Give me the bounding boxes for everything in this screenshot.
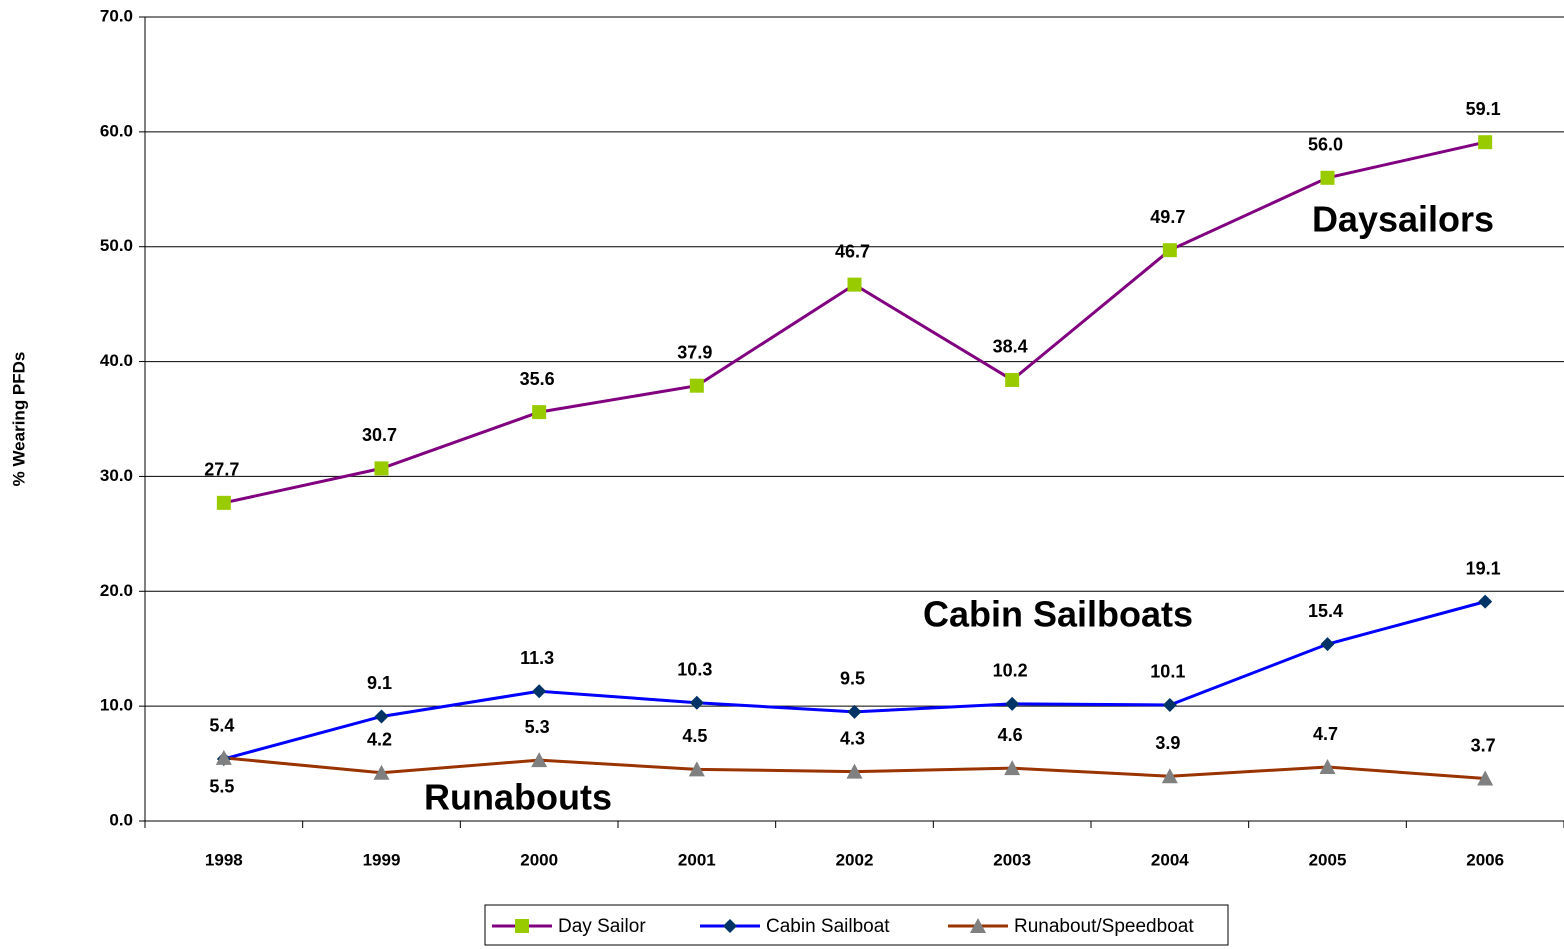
- marker: [688, 761, 705, 777]
- x-tick-label: 2003: [993, 850, 1031, 869]
- marker: [532, 405, 547, 420]
- data-label: 59.1: [1466, 99, 1501, 119]
- data-label: 27.7: [204, 460, 239, 480]
- y-tick-label: 60.0: [100, 121, 133, 140]
- data-label: 10.3: [677, 659, 712, 679]
- data-label: 19.1: [1466, 558, 1501, 578]
- legend-label: Day Sailor: [558, 916, 646, 937]
- data-label: 49.7: [1150, 207, 1185, 227]
- legend-marker: [515, 919, 529, 933]
- y-tick-label: 70.0: [100, 6, 133, 25]
- annotation: Runabouts: [424, 777, 612, 818]
- marker: [689, 378, 704, 393]
- data-label: 3.9: [1155, 733, 1180, 753]
- data-label: 38.4: [993, 337, 1028, 357]
- legend-marker: [723, 919, 737, 933]
- marker: [1477, 770, 1494, 786]
- marker: [689, 695, 704, 710]
- data-label: 9.5: [840, 669, 865, 689]
- marker: [1005, 372, 1020, 387]
- legend-marker: [970, 918, 986, 933]
- marker: [215, 749, 232, 765]
- marker: [1320, 170, 1335, 185]
- data-label: 3.7: [1471, 735, 1496, 755]
- y-tick-label: 20.0: [100, 581, 133, 600]
- data-label: 4.6: [998, 725, 1023, 745]
- data-label: 10.1: [1150, 662, 1185, 682]
- marker: [532, 684, 547, 699]
- x-tick-label: 2006: [1466, 850, 1504, 869]
- data-label: 56.0: [1308, 135, 1343, 155]
- legend: Day Sailor Cabin Sailboat Runabout/Speedbo…: [484, 904, 1229, 946]
- legend-box: [484, 904, 1229, 946]
- legend-label: Runabout/Speedboat: [1014, 916, 1194, 937]
- marker: [1161, 768, 1178, 784]
- data-label: 9.1: [367, 673, 392, 693]
- y-tick-label: 0.0: [109, 810, 133, 829]
- data-label: 46.7: [835, 241, 870, 261]
- marker: [1478, 594, 1493, 609]
- x-tick-label: 1998: [205, 850, 243, 869]
- data-label: 30.7: [362, 425, 397, 445]
- data-label: 15.4: [1308, 601, 1343, 621]
- marker: [846, 763, 863, 779]
- data-label: 4.3: [840, 728, 865, 748]
- data-label: 5.4: [209, 716, 234, 736]
- marker: [1005, 696, 1020, 711]
- legend-label: Cabin Sailboat: [766, 916, 890, 937]
- marker: [373, 764, 390, 780]
- marker: [216, 495, 231, 510]
- marker: [374, 709, 389, 724]
- data-label: 5.3: [525, 717, 550, 737]
- data-label: 4.7: [1313, 724, 1338, 744]
- marker: [1478, 135, 1493, 150]
- x-tick-label: 2004: [1151, 850, 1189, 869]
- series-line: [223, 140, 1486, 505]
- marker: [1162, 697, 1177, 712]
- data-label: 11.3: [520, 648, 554, 668]
- marker: [847, 277, 862, 292]
- data-label: 10.2: [993, 661, 1028, 681]
- data-label: 37.9: [677, 342, 712, 362]
- annotation: Cabin Sailboats: [923, 594, 1193, 635]
- marker: [1004, 760, 1021, 776]
- x-tick-label: 2000: [520, 850, 558, 869]
- y-axis-label: % Wearing PFDs: [9, 352, 28, 487]
- data-label: 5.5: [209, 777, 234, 797]
- y-tick-label: 40.0: [100, 351, 133, 370]
- data-label: 4.2: [367, 730, 392, 750]
- x-tick-label: 2005: [1309, 850, 1347, 869]
- y-tick-label: 50.0: [100, 236, 133, 255]
- x-tick-label: 2001: [678, 850, 716, 869]
- data-label: 35.6: [520, 369, 555, 389]
- annotation: Daysailors: [1312, 199, 1494, 240]
- marker: [1319, 759, 1336, 775]
- marker: [374, 461, 389, 476]
- y-tick-label: 10.0: [100, 696, 133, 715]
- marker: [531, 752, 548, 768]
- marker: [1320, 637, 1335, 652]
- x-tick-label: 2002: [836, 850, 874, 869]
- y-tick-label: 30.0: [100, 466, 133, 485]
- data-label: 4.5: [682, 726, 707, 746]
- x-tick-label: 1999: [363, 850, 401, 869]
- marker: [1162, 243, 1177, 258]
- marker: [847, 704, 862, 719]
